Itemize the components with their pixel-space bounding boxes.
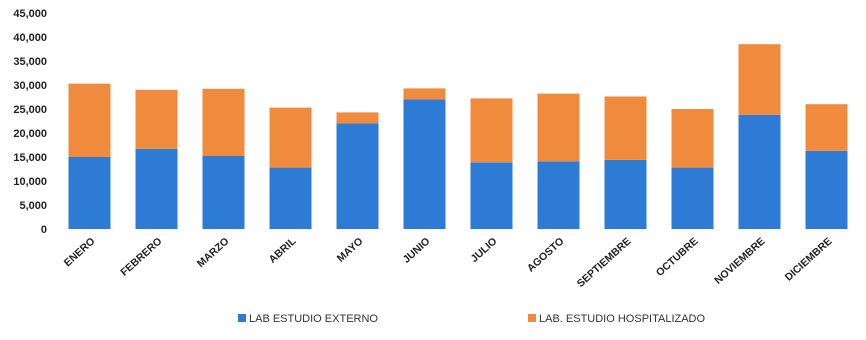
bar-segment	[68, 83, 111, 157]
legend-swatch	[238, 314, 246, 322]
y-tick-label: 40,000	[13, 32, 47, 44]
y-tick-label: 0	[41, 224, 47, 236]
y-tick-label: 45,000	[13, 8, 47, 20]
bar-segment	[269, 107, 312, 168]
bar-segment	[68, 157, 111, 229]
bar-segment	[671, 167, 714, 229]
y-tick-label: 5,000	[19, 200, 47, 212]
x-tick-label: MARZO	[195, 235, 232, 270]
y-tick-label: 25,000	[13, 104, 47, 116]
bar-segment	[135, 148, 178, 229]
bar-segment	[135, 89, 178, 149]
bar-segment	[604, 96, 647, 160]
bar-segment	[805, 150, 848, 229]
x-tick-label: AGOSTO	[525, 235, 567, 274]
bar-segment	[537, 93, 580, 162]
y-tick-label: 20,000	[13, 128, 47, 140]
x-tick-label: FEBRERO	[118, 235, 164, 278]
x-tick-label: SEPTIEMBRE	[575, 235, 634, 290]
y-tick-label: 10,000	[13, 176, 47, 188]
y-tick-label: 35,000	[13, 56, 47, 68]
bar-segment	[336, 123, 379, 229]
bar-segment	[470, 98, 513, 163]
bar-segment	[470, 162, 513, 229]
x-tick-label: MAYO	[335, 235, 366, 264]
y-tick-label: 30,000	[13, 80, 47, 92]
legend-label: LAB ESTUDIO EXTERNO	[249, 313, 378, 325]
x-tick-label: ABRIL	[267, 235, 299, 266]
bar-segment	[671, 109, 714, 168]
bar-segment	[537, 161, 580, 229]
bar-segment	[604, 159, 647, 229]
legend-label: LAB. ESTUDIO HOSPITALIZADO	[539, 313, 705, 325]
bar-segment	[336, 112, 379, 124]
bars-layer	[68, 44, 848, 230]
bar-segment	[738, 114, 781, 229]
bar-segment	[738, 44, 781, 115]
y-axis: 0 5,000 10,000 15,000 20,000 25,000 30,000 35,0…	[13, 8, 47, 236]
x-tick-label: JUNIO	[401, 235, 433, 265]
x-tick-label: JULIO	[468, 235, 499, 265]
x-tick-label: ENERO	[62, 235, 98, 269]
y-tick-label: 15,000	[13, 152, 47, 164]
x-tick-label: OCTUBRE	[654, 235, 701, 279]
bar-segment	[202, 88, 245, 156]
bar-segment	[805, 104, 848, 151]
bar-segment	[403, 88, 446, 100]
x-axis: ENERO FEBRERO MARZO ABRIL MAYO JUNIO JULIO AGOS…	[62, 235, 835, 290]
bar-segment	[202, 156, 245, 229]
bar-segment	[269, 167, 312, 229]
x-tick-label: NOVIEMBRE	[712, 235, 767, 286]
bar-segment	[403, 99, 446, 230]
x-tick-label: DICIEMBRE	[783, 235, 835, 283]
legend-swatch	[528, 314, 536, 322]
legend: LAB ESTUDIO EXTERNO LAB. ESTUDIO HOSPITAL…	[238, 313, 705, 325]
